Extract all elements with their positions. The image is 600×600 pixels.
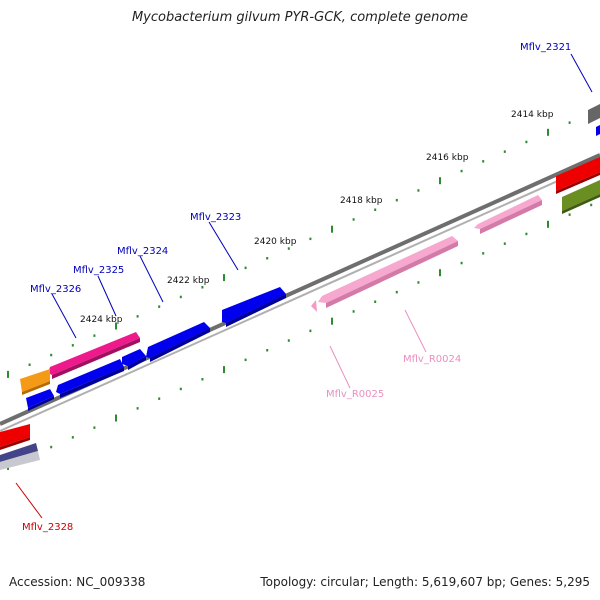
gene-label-mflv-2321[interactable]: Mflv_2321	[520, 42, 571, 53]
scale-label: 2414 kbp	[511, 110, 554, 120]
gene-block[interactable]	[318, 236, 458, 308]
gene-label-mflv-2325[interactable]: Mflv_2325	[73, 265, 124, 276]
gene-label-mflv-2328[interactable]: Mflv_2328	[22, 522, 73, 533]
scale-label: 2416 kbp	[426, 153, 469, 163]
gene-block[interactable]	[222, 287, 286, 327]
gene-block[interactable]	[146, 322, 210, 362]
scale-label: 2420 kbp	[254, 237, 297, 247]
scale-label: 2424 kbp	[80, 315, 123, 325]
gene-block[interactable]	[556, 157, 600, 194]
gene-block[interactable]	[0, 443, 40, 470]
genome-summary-text: Topology: circular; Length: 5,619,607 bp…	[260, 575, 590, 589]
map-title: Mycobacterium gilvum PYR-GCK, complete g…	[131, 10, 469, 25]
scale-ticks	[7, 111, 593, 470]
scale-label: 2422 kbp	[167, 276, 210, 286]
gene-block[interactable]	[562, 180, 600, 214]
gene-label-mflv-r0024[interactable]: Mflv_R0024	[403, 354, 461, 365]
gene-block[interactable]	[588, 104, 600, 136]
gene-block[interactable]	[26, 389, 54, 411]
genome-backbone	[0, 153, 600, 432]
accession-text: Accession: NC_009338	[9, 575, 146, 589]
gene-block[interactable]	[56, 359, 124, 398]
gene-labels: Mflv_2321 Mflv_2323 Mflv_2324 Mflv_2325 …	[22, 42, 571, 533]
gene-label-mflv-2323[interactable]: Mflv_2323	[190, 212, 241, 223]
gene-block[interactable]	[311, 300, 317, 312]
gene-features	[0, 104, 600, 470]
scale-label: 2418 kbp	[340, 196, 383, 206]
gene-label-mflv-2324[interactable]: Mflv_2324	[117, 246, 168, 257]
gene-block[interactable]	[48, 332, 140, 379]
gene-block[interactable]	[0, 424, 30, 450]
gene-label-mflv-2326[interactable]: Mflv_2326	[30, 284, 81, 295]
label-leader-lines	[15, 53, 593, 519]
gene-block[interactable]	[122, 349, 146, 370]
gene-block[interactable]	[20, 369, 50, 395]
gene-block[interactable]	[474, 195, 542, 234]
gene-label-mflv-r0025[interactable]: Mflv_R0025	[326, 389, 384, 400]
scale-labels: 2414 kbp 2416 kbp 2418 kbp 2420 kbp 2422…	[80, 110, 554, 325]
